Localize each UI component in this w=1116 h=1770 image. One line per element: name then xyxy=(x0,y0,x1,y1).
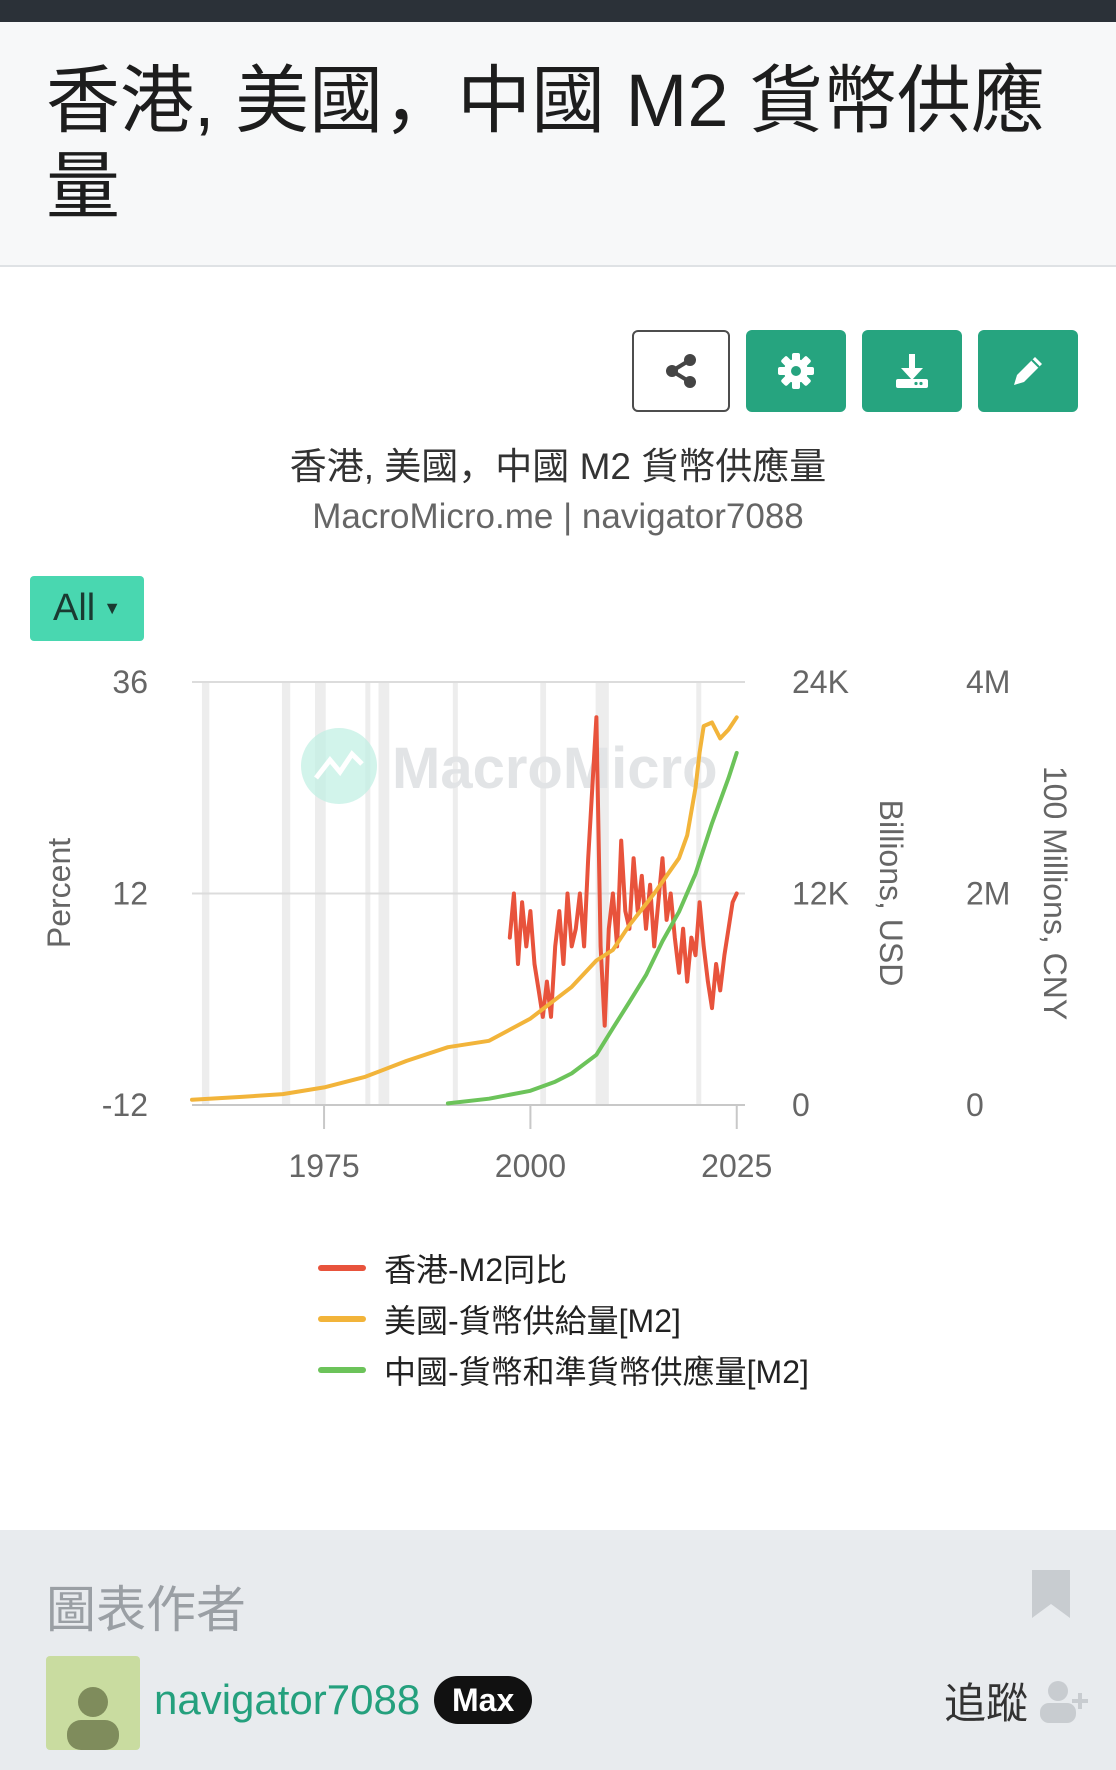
y-tick-label-cny-2: 0 xyxy=(966,1087,984,1123)
watermark-text: MacroMicro xyxy=(392,736,718,801)
follow-label: 追蹤 xyxy=(943,1680,1028,1727)
watermark-logo-icon xyxy=(301,728,377,804)
watermark-logo-mark xyxy=(314,750,364,780)
author-section: 圖表作者 navigator7088 Max 追蹤 xyxy=(0,1530,1116,1770)
bookmark-button[interactable] xyxy=(1032,1570,1070,1623)
membership-badge: Max xyxy=(434,1676,533,1724)
series-line-hk xyxy=(507,715,739,1028)
y-tick-label-usd-2: 0 xyxy=(792,1087,810,1123)
add-user-icon xyxy=(1040,1680,1088,1723)
range-selector-label: All xyxy=(52,587,96,629)
bookmark-icon xyxy=(1032,1570,1070,1618)
y-tick-label-cny-0: 4M xyxy=(966,664,1010,700)
settings-button[interactable] xyxy=(746,330,846,412)
x-tick-label-2: 2025 xyxy=(701,1148,772,1184)
legend-swatch-cn xyxy=(318,1366,366,1373)
download-icon xyxy=(896,354,928,388)
y-tick-label-usd-0: 24K xyxy=(792,664,849,700)
user-icon xyxy=(67,1687,119,1750)
range-selector-button[interactable]: All ▼ xyxy=(30,576,144,641)
legend-item-cn[interactable]: 中國-貨幣和準貨幣供應量[M2] xyxy=(318,1344,809,1395)
y-tick-label-left-2: -12 xyxy=(102,1087,148,1123)
axis-title-usd: Billions, USD xyxy=(873,800,909,987)
y-tick-label-left-0: 36 xyxy=(112,664,148,700)
chart-toolbar xyxy=(632,330,1078,412)
x-tick-label-0: 1975 xyxy=(288,1148,359,1184)
page-header: 香港, 美國，中國 M2 貨幣供應量 xyxy=(0,22,1116,267)
download-button[interactable] xyxy=(862,330,962,412)
axes: 1975 2000 2025 36 12 -12 Percent 24K 12K 0 Billion… xyxy=(41,664,1073,1184)
chart-legend: 香港-M2同比 美國-貨幣供給量[M2] 中國-貨幣和準貨幣供應量[M2] xyxy=(318,1242,809,1395)
follow-button[interactable]: 追蹤 xyxy=(944,1670,1092,1731)
legend-label-cn: 中國-貨幣和準貨幣供應量[M2] xyxy=(384,1353,809,1390)
y-tick-label-usd-1: 12K xyxy=(792,876,849,912)
y-tick-label-left-1: 12 xyxy=(112,876,148,912)
avatar[interactable] xyxy=(46,1656,140,1750)
legend-label-hk: 香港-M2同比 xyxy=(384,1251,568,1288)
chart-canvas: MacroMicro 1975 2000 2025 36 12 -12 Percent 24K… xyxy=(41,664,1073,1184)
series-line-cn xyxy=(445,750,739,1106)
series-line-us xyxy=(190,715,739,1102)
legend-swatch-us xyxy=(318,1315,366,1322)
page-title: 香港, 美國，中國 M2 貨幣供應量 xyxy=(46,59,1046,228)
gear-icon xyxy=(778,353,814,389)
share-button[interactable] xyxy=(632,330,730,412)
author-heading: 圖表作者 xyxy=(46,1582,246,1638)
legend-swatch-hk xyxy=(318,1264,366,1271)
y-tick-label-cny-1: 2M xyxy=(966,876,1010,912)
top-status-bar xyxy=(0,0,1116,22)
caret-down-icon: ▼ xyxy=(103,598,122,618)
edit-button[interactable] xyxy=(978,330,1078,412)
pencil-icon xyxy=(1014,357,1042,385)
legend-item-hk[interactable]: 香港-M2同比 xyxy=(318,1242,809,1293)
x-tick-label-1: 2000 xyxy=(495,1148,566,1184)
watermark: MacroMicro xyxy=(301,728,718,804)
series-lines xyxy=(190,715,739,1106)
legend-label-us: 美國-貨幣供給量[M2] xyxy=(384,1302,681,1339)
axis-title-left: Percent xyxy=(41,838,77,948)
chart-title: 香港, 美國，中國 M2 貨幣供應量 xyxy=(289,446,827,487)
share-icon xyxy=(666,354,696,388)
axis-title-cny: 100 Millions, CNY xyxy=(1037,766,1073,1020)
chart-subtitle: MacroMicro.me | navigator7088 xyxy=(312,497,804,536)
legend-item-us[interactable]: 美國-貨幣供給量[M2] xyxy=(318,1293,809,1344)
author-name-link[interactable]: navigator7088 xyxy=(154,1676,421,1723)
